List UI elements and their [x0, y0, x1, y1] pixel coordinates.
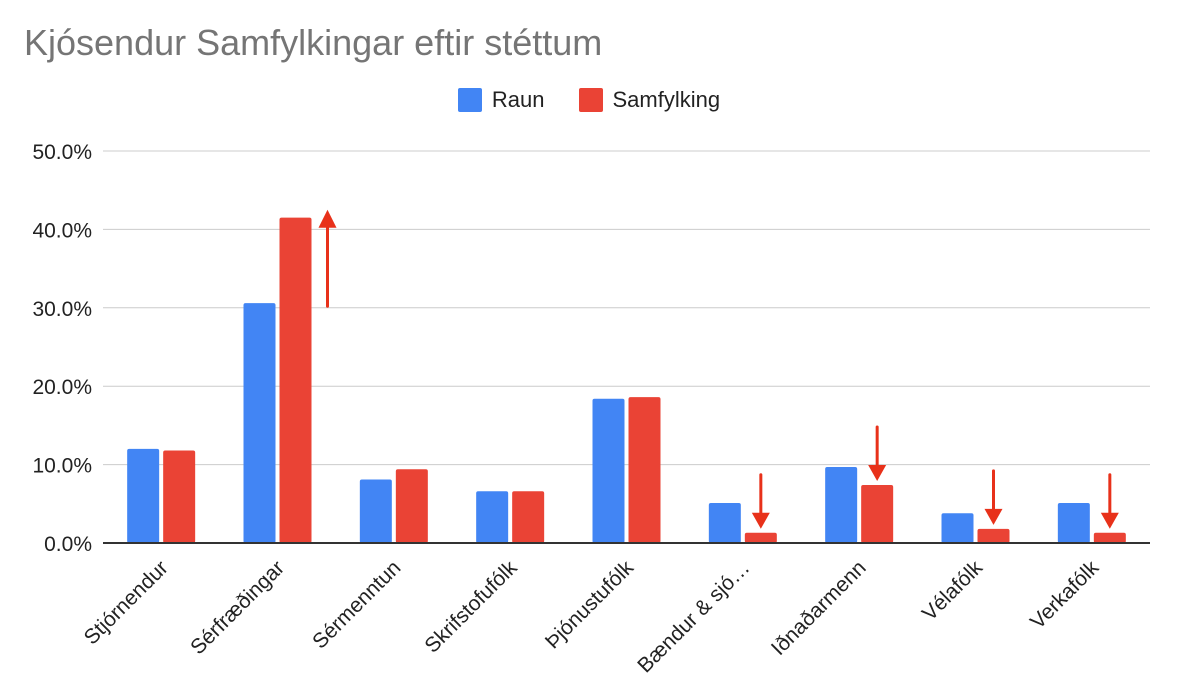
chart-title: Kjósendur Samfylkingar eftir stéttum	[24, 22, 603, 63]
bar-samfylking	[628, 397, 661, 543]
legend: Raun Samfylking	[0, 87, 1178, 113]
annotation-arrow-head	[984, 508, 1003, 525]
bar-samfylking	[977, 528, 1010, 543]
annotation-arrow-head	[751, 512, 770, 529]
y-tick-label: 0.0%	[44, 533, 92, 556]
bar-samfylking	[163, 450, 196, 543]
y-tick-label: 10.0%	[32, 455, 92, 478]
x-tick-label: Verkafólk	[1026, 556, 1104, 634]
x-tick-label: Iðnaðarmenn	[767, 556, 871, 660]
annotation-arrow-head	[318, 209, 337, 228]
x-tick-label: Bændur & sjó…	[633, 556, 754, 677]
legend-item-raun[interactable]: Raun	[457, 87, 545, 113]
bar-samfylking	[512, 491, 545, 543]
bar-raun	[941, 513, 974, 543]
y-tick-label: 40.0%	[32, 219, 92, 242]
x-tick-label: Sérmenntun	[308, 556, 405, 653]
x-tick-label: Sérfræðingar	[186, 556, 289, 659]
legend-swatch-raun	[457, 88, 482, 112]
x-tick-label: Skrifstofufólk	[420, 556, 522, 658]
bar-raun	[592, 398, 625, 543]
legend-swatch-samfylking	[578, 88, 603, 112]
legend-item-samfylking[interactable]: Samfylking	[578, 87, 721, 113]
bar-samfylking	[1093, 532, 1126, 543]
legend-label-raun: Raun	[491, 87, 545, 112]
bar-raun	[1057, 503, 1090, 543]
bar-samfylking	[861, 484, 894, 543]
bar-raun	[243, 303, 276, 543]
bar-raun	[825, 466, 858, 543]
y-tick-label: 50.0%	[32, 141, 92, 164]
legend-label-samfylking: Samfylking	[612, 87, 721, 112]
bar-raun	[708, 503, 741, 543]
annotation-arrow-head	[868, 464, 887, 481]
x-tick-label: Vélafólk	[918, 556, 987, 625]
bar-raun	[127, 448, 160, 543]
bar-samfylking	[744, 532, 777, 543]
bar-samfylking	[279, 217, 312, 543]
annotation-arrow-head	[1100, 512, 1119, 529]
y-tick-label: 30.0%	[32, 298, 92, 321]
x-tick-label: Þjónustufólk	[541, 556, 639, 654]
x-tick-label: Stjórnendur	[80, 556, 173, 649]
y-tick-label: 20.0%	[32, 376, 92, 399]
bar-raun	[476, 491, 509, 543]
bar-samfylking	[395, 469, 428, 543]
bar-raun	[359, 479, 392, 543]
